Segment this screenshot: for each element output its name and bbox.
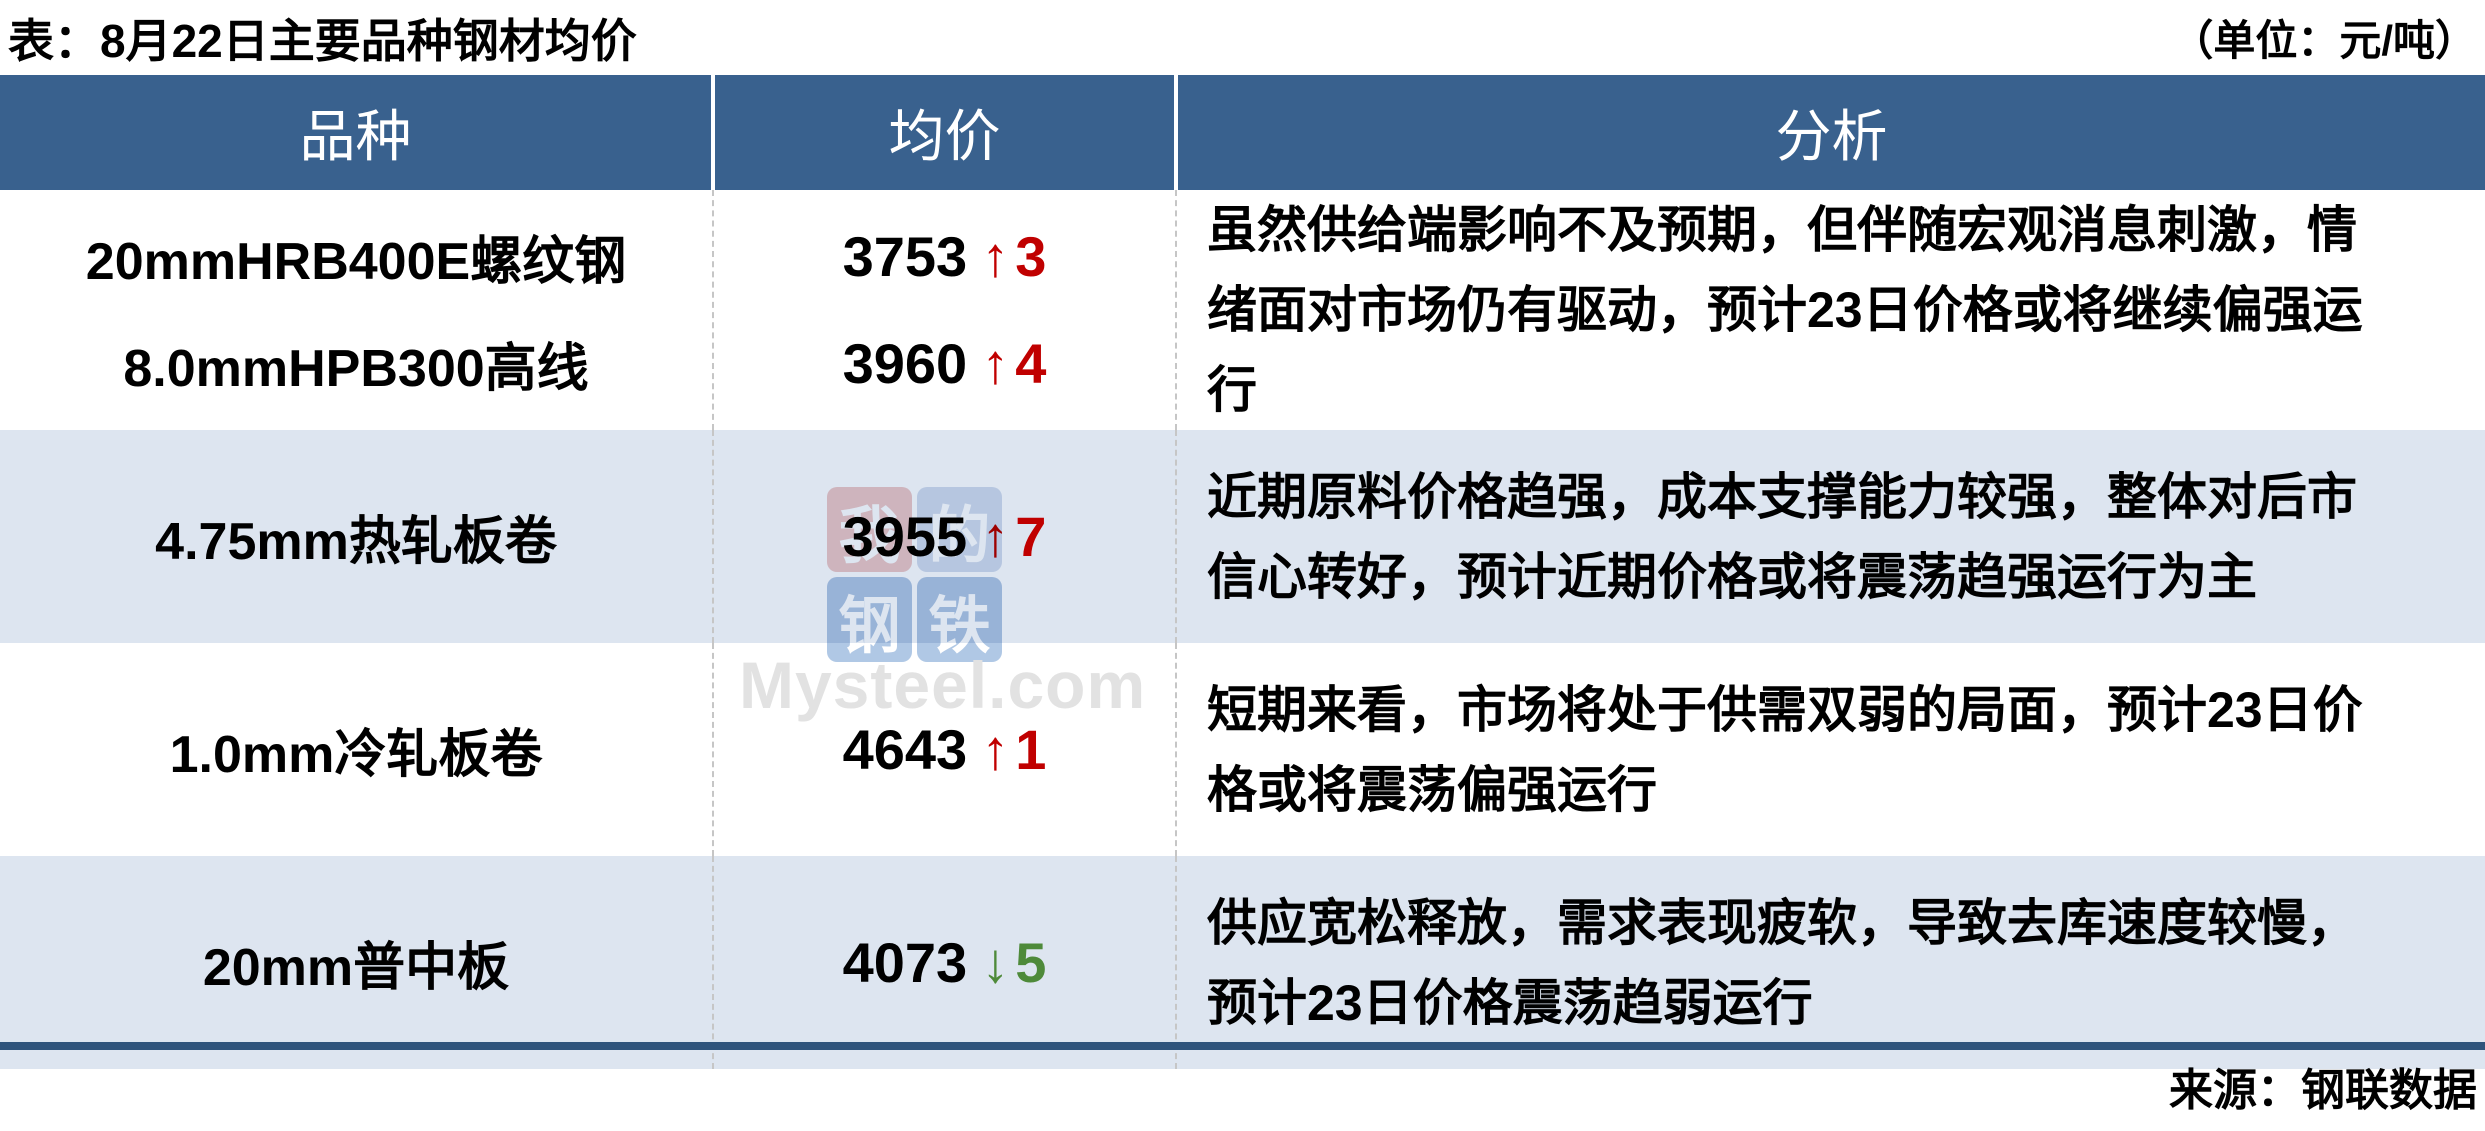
variety-cell: 20mm普中板 bbox=[0, 856, 714, 1069]
price-cell: 4643 ↑ 1 bbox=[713, 643, 1177, 856]
average-price: 3960 bbox=[842, 331, 968, 395]
column-header-analysis: 分析 bbox=[1176, 75, 2485, 190]
table-row: 20mm普中板 4073 ↓ 5 供应宽松释放，需求表现疲软，导致去库速度较慢，预计… bbox=[0, 856, 2485, 1069]
analysis-cell: 短期来看，市场将处于供需双弱的局面，预计23日价格或将震荡偏强运行 bbox=[1176, 643, 2485, 856]
source-label: 来源：钢联数据 bbox=[2169, 1066, 2477, 1115]
product-name: 1.0mm冷轧板卷 bbox=[169, 726, 543, 784]
price-change: ↓ 5 bbox=[981, 931, 1046, 994]
variety-cell: 20mmHRB400E螺纹钢 8.0mmHPB300高线 bbox=[0, 190, 714, 430]
change-value: 3 bbox=[1015, 225, 1047, 289]
price-table: 品种 均价 分析 20mmHRB400E螺纹钢 8.0mmHPB300高线 375… bbox=[0, 75, 2485, 1069]
product-name: 8.0mmHPB300高线 bbox=[123, 339, 589, 398]
average-price: 4643 bbox=[842, 718, 968, 781]
price-cell: 3753 ↑ 3 3960 ↑ 4 bbox=[713, 190, 1177, 430]
analysis-cell: 供应宽松释放，需求表现疲软，导致去库速度较慢，预计23日价格震荡趋弱运行 bbox=[1176, 856, 2485, 1069]
variety-cell: 1.0mm冷轧板卷 bbox=[0, 643, 714, 856]
column-header-variety: 品种 bbox=[0, 75, 715, 190]
trend-arrow-icon: ↓ bbox=[981, 931, 1010, 994]
table-row: 20mmHRB400E螺纹钢 8.0mmHPB300高线 3753 ↑ 3 3960 ↑… bbox=[0, 190, 2485, 430]
price-value-line: 4643 ↑ 1 bbox=[843, 717, 1047, 782]
product-name: 20mmHRB400E螺纹钢 bbox=[85, 233, 627, 292]
trend-arrow-icon: ↑ bbox=[981, 331, 1010, 395]
change-value: 4 bbox=[1015, 331, 1047, 395]
change-value: 1 bbox=[1015, 718, 1047, 781]
average-price: 4073 bbox=[842, 931, 968, 994]
analysis-cell: 近期原料价格趋强，成本支撑能力较强，整体对后市信心转好，预计近期价格或将震荡趋强… bbox=[1176, 430, 2485, 643]
price-cell: 4073 ↓ 5 bbox=[713, 856, 1177, 1069]
change-value: 7 bbox=[1015, 505, 1047, 568]
price-cell: 3955 ↑ 7 bbox=[713, 430, 1177, 643]
average-price: 3955 bbox=[842, 505, 968, 568]
table-row: 1.0mm冷轧板卷 4643 ↑ 1 短期来看，市场将处于供需双弱的局面，预计23日… bbox=[0, 643, 2485, 856]
change-value: 5 bbox=[1015, 931, 1047, 994]
product-name: 20mm普中板 bbox=[202, 939, 510, 997]
page-title: 表：8月22日主要品种钢材均价 bbox=[8, 14, 637, 67]
trend-arrow-icon: ↑ bbox=[981, 505, 1010, 568]
price-value-line: 3753 ↑ 3 bbox=[843, 224, 1047, 289]
price-change: ↑ 7 bbox=[981, 505, 1046, 568]
unit-label: （单位：元/吨） bbox=[2171, 17, 2477, 64]
table-header-row: 品种 均价 分析 bbox=[0, 75, 2485, 190]
table-bottom-border bbox=[0, 1042, 2485, 1050]
table-row: 4.75mm热轧板卷 3955 ↑ 7 近期原料价格趋强，成本支撑能力较强，整体对后… bbox=[0, 430, 2485, 643]
price-change: ↑ 4 bbox=[981, 332, 1046, 395]
variety-cell: 4.75mm热轧板卷 bbox=[0, 430, 714, 643]
column-header-price: 均价 bbox=[713, 75, 1178, 190]
price-value-line: 3955 ↑ 7 bbox=[843, 504, 1047, 569]
top-bar: 表：8月22日主要品种钢材均价 （单位：元/吨） bbox=[0, 0, 2485, 75]
product-name: 4.75mm热轧板卷 bbox=[155, 513, 557, 571]
average-price: 3753 bbox=[842, 225, 968, 289]
price-change: ↑ 1 bbox=[981, 718, 1046, 781]
price-value-line: 3960 ↑ 4 bbox=[843, 331, 1047, 396]
trend-arrow-icon: ↑ bbox=[981, 718, 1010, 781]
trend-arrow-icon: ↑ bbox=[981, 225, 1010, 289]
price-value-line: 4073 ↓ 5 bbox=[843, 930, 1047, 995]
analysis-cell: 虽然供给端影响不及预期，但伴随宏观消息刺激，情绪面对市场仍有驱动，预计23日价格… bbox=[1176, 190, 2485, 430]
price-change: ↑ 3 bbox=[981, 225, 1046, 288]
